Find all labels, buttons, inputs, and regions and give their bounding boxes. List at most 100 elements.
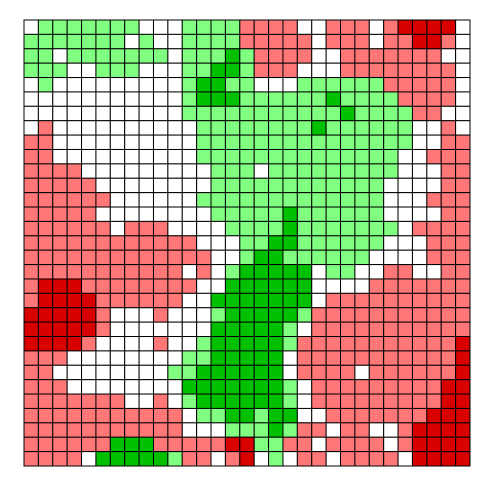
cell (311, 278, 327, 294)
cell (37, 134, 54, 150)
cell (66, 235, 83, 251)
cell (325, 220, 342, 237)
cell (296, 422, 313, 438)
cell (181, 33, 198, 50)
cell (210, 105, 226, 122)
cell (95, 364, 111, 381)
cell (167, 264, 183, 280)
cell (81, 19, 97, 35)
cell (426, 148, 442, 165)
cell (66, 192, 83, 208)
cell (52, 393, 68, 409)
cell (455, 307, 471, 323)
cell (354, 350, 370, 366)
cell (368, 436, 385, 453)
cell (138, 163, 154, 179)
cell (354, 220, 370, 237)
cell (311, 19, 327, 35)
cell (224, 451, 241, 467)
cell (66, 134, 83, 150)
cell (411, 393, 428, 409)
cell (37, 77, 54, 93)
cell (325, 264, 342, 280)
cell (340, 407, 356, 424)
cell (152, 33, 169, 50)
cell (296, 33, 313, 50)
cell (66, 220, 83, 237)
cell (311, 91, 327, 107)
cell (340, 192, 356, 208)
cell (253, 336, 270, 352)
cell (311, 264, 327, 280)
cell (138, 206, 154, 222)
cell (124, 120, 140, 136)
cell (354, 62, 370, 79)
cell (210, 120, 226, 136)
cell (383, 278, 399, 294)
cell (268, 48, 284, 64)
cell (124, 292, 140, 309)
cell (455, 264, 471, 280)
cell (311, 407, 327, 424)
cell (224, 350, 241, 366)
cell (167, 220, 183, 237)
cell (455, 220, 471, 237)
cell (383, 235, 399, 251)
cell (196, 33, 212, 50)
cell (152, 105, 169, 122)
cell (37, 148, 54, 165)
cell (440, 62, 457, 79)
cell (124, 278, 140, 294)
cell (109, 163, 126, 179)
cell (397, 163, 413, 179)
cell (23, 105, 39, 122)
cell (368, 48, 385, 64)
cell (383, 206, 399, 222)
cell (167, 163, 183, 179)
cell (411, 206, 428, 222)
cell (426, 206, 442, 222)
cell (95, 321, 111, 338)
cell (23, 62, 39, 79)
cell (23, 264, 39, 280)
cell (440, 19, 457, 35)
cell (383, 393, 399, 409)
cell (354, 292, 370, 309)
cell (224, 163, 241, 179)
cell (325, 235, 342, 251)
cell (210, 336, 226, 352)
cell (397, 422, 413, 438)
cell (124, 19, 140, 35)
cell (440, 292, 457, 309)
cell (253, 48, 270, 64)
cell (23, 321, 39, 338)
cell (37, 177, 54, 194)
cell (37, 393, 54, 409)
cell (210, 48, 226, 64)
cell (354, 451, 370, 467)
cell (426, 436, 442, 453)
cell (81, 33, 97, 50)
cell (109, 19, 126, 35)
cell (152, 379, 169, 395)
cell (181, 336, 198, 352)
cell (81, 105, 97, 122)
cell (383, 321, 399, 338)
cell (354, 278, 370, 294)
cell (325, 33, 342, 50)
cell (340, 379, 356, 395)
cell (368, 292, 385, 309)
cell (81, 62, 97, 79)
cell (268, 120, 284, 136)
cell (253, 436, 270, 453)
cell (52, 19, 68, 35)
cell (23, 33, 39, 50)
cell (368, 163, 385, 179)
cell (95, 163, 111, 179)
cell (440, 307, 457, 323)
cell (253, 163, 270, 179)
cell (138, 120, 154, 136)
cell (296, 278, 313, 294)
cell (109, 350, 126, 366)
cell (181, 379, 198, 395)
